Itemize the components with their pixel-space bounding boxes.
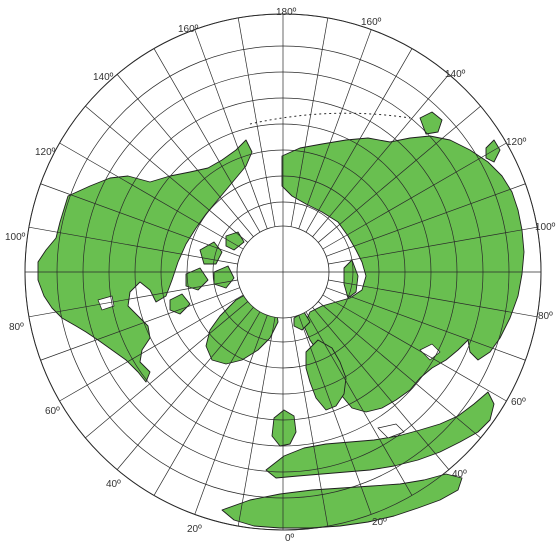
lon-label-80e: 80º	[538, 311, 553, 322]
lon-label-140w: 140º	[93, 72, 114, 83]
meridian-40	[312, 307, 450, 470]
land-arctic-islands-3	[213, 265, 235, 289]
meridian-10	[290, 317, 329, 527]
meridian-130	[318, 105, 481, 243]
lon-label-120w: 120º	[35, 147, 56, 158]
meridian-310	[85, 301, 248, 439]
meridian-170	[290, 17, 329, 227]
meridian-210	[153, 48, 261, 233]
graticule	[24, 13, 542, 531]
meridian-330	[153, 311, 261, 496]
lon-label-140e: 140º	[445, 69, 466, 80]
land-british-isles	[271, 409, 297, 447]
meridian-60	[322, 294, 507, 402]
polar-graticule	[237, 226, 329, 318]
land-mediterranean	[265, 391, 495, 479]
land-arctic-islands-2	[185, 267, 209, 291]
meridian-350	[237, 317, 276, 527]
meridian-100	[328, 226, 538, 265]
dotted-boundary	[249, 112, 411, 125]
meridian-150	[305, 48, 413, 233]
lon-label-40e: 40º	[452, 469, 467, 480]
meridian-50	[318, 301, 481, 439]
lon-label-100e: 100º	[535, 222, 556, 233]
meridian-30	[305, 311, 413, 496]
meridian-220	[116, 74, 254, 237]
meridian-300	[59, 294, 244, 402]
lake-1	[419, 343, 441, 361]
meridian-260	[28, 226, 238, 265]
meridian-290	[40, 287, 240, 361]
lon-label-40w: 40º	[106, 479, 121, 490]
land-arctic-islands-4	[169, 293, 191, 315]
lon-label-80w: 80º	[9, 322, 24, 333]
lon-label-60w: 60º	[45, 406, 60, 417]
meridian-70	[326, 287, 526, 361]
longitude-labels: 180º 160º 160º 140º 140º 120º 120º 100º …	[5, 7, 556, 542]
meridian-140	[312, 74, 450, 237]
meridian-240	[59, 142, 244, 250]
land-africa	[221, 473, 463, 529]
land-scandinavia	[305, 339, 347, 411]
lon-label-120e: 120º	[506, 137, 527, 148]
lon-label-160w: 160º	[178, 24, 199, 35]
lon-label-180: 180º	[276, 7, 297, 18]
lon-label-0: 0º	[285, 533, 295, 542]
meridian-230	[85, 105, 248, 243]
meridian-340	[194, 315, 268, 515]
lon-label-20e: 20º	[372, 517, 387, 528]
lon-label-20w: 20º	[187, 524, 202, 535]
meridian-200	[194, 29, 268, 229]
meridian-190	[237, 17, 276, 227]
meridian-20	[298, 315, 372, 515]
meridian-160	[298, 29, 372, 229]
lon-label-100w: 100º	[5, 232, 26, 243]
meridian-280	[28, 279, 238, 318]
meridian-320	[116, 307, 254, 470]
meridian-80	[328, 279, 538, 318]
meridian-120	[322, 142, 507, 250]
meridian-250	[40, 183, 240, 257]
lake-2	[377, 423, 405, 439]
lon-label-160e: 160º	[361, 17, 382, 28]
lon-label-60e: 60º	[511, 397, 526, 408]
meridian-110	[326, 183, 526, 257]
